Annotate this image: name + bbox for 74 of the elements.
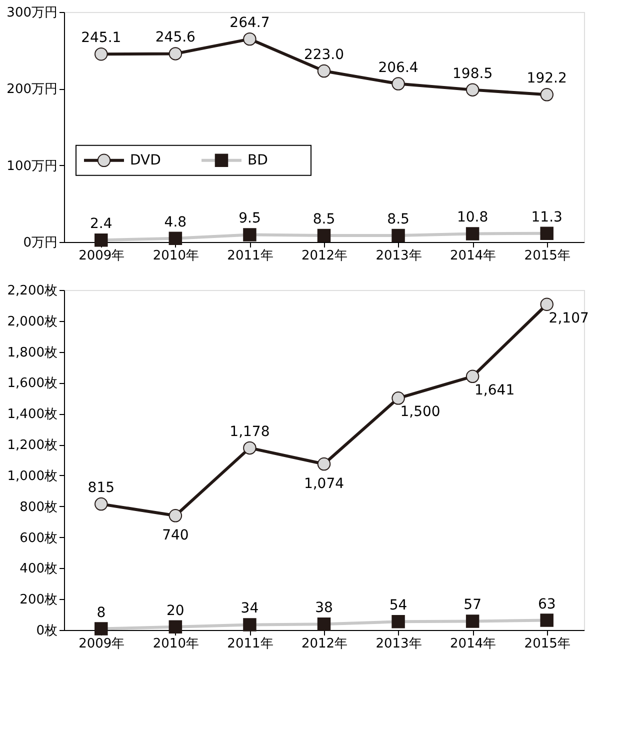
y-tick-label: 200万円 xyxy=(6,82,58,98)
y-tick-label: 0枚 xyxy=(36,624,58,638)
point xyxy=(317,457,331,471)
point xyxy=(94,47,108,61)
data-label: 245.1 xyxy=(81,30,122,46)
legend-label: DVD xyxy=(130,152,161,168)
point xyxy=(168,509,182,522)
data-label: 192.2 xyxy=(526,70,567,87)
point xyxy=(94,497,108,511)
point xyxy=(540,88,554,102)
data-label: 1,500 xyxy=(400,404,440,420)
x-tick-label: 2010年 xyxy=(152,636,199,652)
data-label: 10.8 xyxy=(456,210,488,226)
data-label: 8.5 xyxy=(387,211,410,228)
point xyxy=(466,370,480,384)
y-tick-label: 800枚 xyxy=(20,500,58,515)
y-tick-label: 0万円 xyxy=(23,236,58,250)
x-tick-label: 2009年 xyxy=(78,636,125,652)
point xyxy=(317,64,331,78)
point xyxy=(466,83,480,96)
data-label: 11.3 xyxy=(531,209,562,226)
y-tick-label: 600枚 xyxy=(20,530,58,546)
data-label: 245.6 xyxy=(155,30,196,46)
x-tick-label: 2011年 xyxy=(227,248,274,264)
data-label: 20 xyxy=(166,602,184,619)
x-tick-label: 2012年 xyxy=(301,248,348,264)
x-tick-label: 2015年 xyxy=(524,248,570,264)
x-tick-label: 2011年 xyxy=(227,636,274,652)
data-label: 1,074 xyxy=(304,476,344,492)
legend-label: BD xyxy=(248,152,268,168)
y-tick-label: 400枚 xyxy=(20,562,58,577)
y-tick-label: 1,800枚 xyxy=(7,345,58,360)
point xyxy=(168,47,182,60)
y-tick-label: 1,000枚 xyxy=(7,468,58,484)
y-tick-label: 200枚 xyxy=(20,592,58,608)
data-label: 4.8 xyxy=(164,214,187,230)
point xyxy=(243,32,256,46)
x-tick-label: 2015年 xyxy=(524,636,570,652)
data-label: 1,178 xyxy=(230,424,270,440)
x-tick-label: 2013年 xyxy=(376,636,422,652)
y-tick-label: 2,000枚 xyxy=(7,314,58,330)
y-tick-label: 100万円 xyxy=(6,158,58,174)
data-label: 1,641 xyxy=(474,382,515,398)
y-tick-label: 1,200枚 xyxy=(7,438,58,454)
x-tick-label: 2012年 xyxy=(301,636,348,652)
y-tick-label: 2,200枚 xyxy=(7,284,58,298)
data-label: 206.4 xyxy=(378,60,418,76)
data-label: 9.5 xyxy=(238,210,261,227)
data-label: 8 xyxy=(96,604,106,621)
data-label: 2.4 xyxy=(90,216,112,232)
data-label: 2,107 xyxy=(548,310,589,326)
data-label: 38 xyxy=(315,600,333,616)
x-tick-label: 2009年 xyxy=(78,248,125,264)
x-tick-label: 2013年 xyxy=(376,248,422,264)
data-label: 54 xyxy=(389,598,408,614)
point xyxy=(243,441,256,455)
data-label: 815 xyxy=(88,480,115,496)
y-tick-label: 300万円 xyxy=(6,6,58,20)
data-label: 34 xyxy=(240,600,259,617)
point xyxy=(392,77,405,90)
data-label: 223.0 xyxy=(304,47,344,64)
data-label: 63 xyxy=(538,596,556,612)
data-label: 57 xyxy=(464,597,482,614)
x-tick-label: 2010年 xyxy=(152,248,199,264)
x-tick-label: 2014年 xyxy=(450,636,496,652)
point xyxy=(392,392,405,405)
data-label: 198.5 xyxy=(452,66,493,82)
x-tick-label: 2014年 xyxy=(450,248,496,264)
data-label: 264.7 xyxy=(230,15,270,32)
data-label: 8.5 xyxy=(312,211,336,228)
point xyxy=(540,298,554,311)
y-tick-label: 1,400枚 xyxy=(7,407,58,422)
data-label: 740 xyxy=(162,528,189,544)
y-tick-label: 1,600枚 xyxy=(7,376,58,392)
